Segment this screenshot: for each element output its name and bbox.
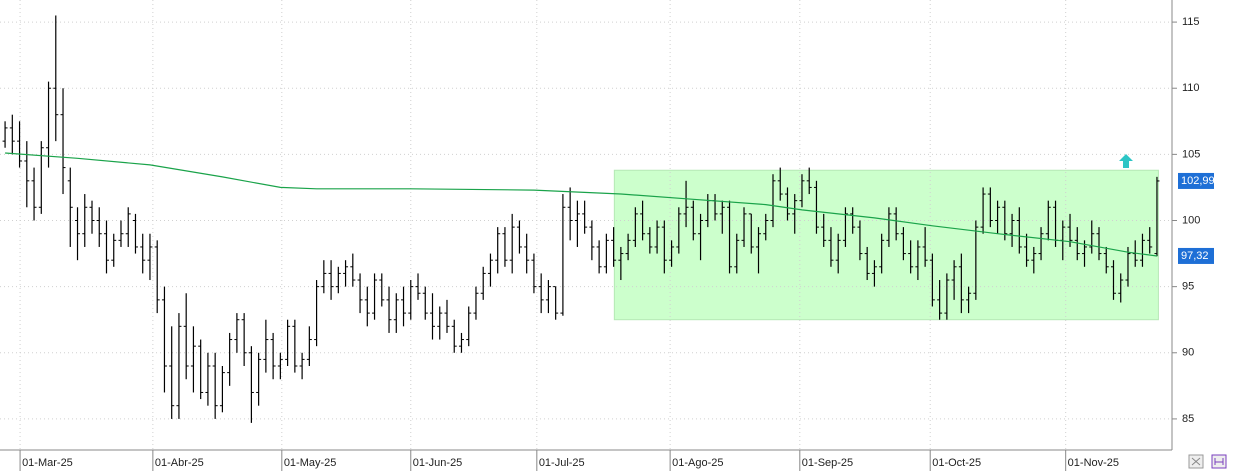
x-tick-label: 01-Jul-25 — [539, 457, 585, 469]
y-tick-label: 110 — [1182, 82, 1200, 94]
y-tick-label: 85 — [1182, 413, 1194, 425]
price-label: 97,32 — [1181, 250, 1209, 262]
x-tick-label: 01-Oct-25 — [932, 457, 981, 469]
moving-average-line — [5, 152, 1158, 257]
y-tick-label: 90 — [1182, 347, 1194, 359]
y-tick-label: 105 — [1182, 148, 1200, 160]
price-label-box — [1178, 172, 1214, 189]
background-layer — [613, 169, 1159, 321]
x-tick-label: 01-Ago-25 — [672, 457, 723, 469]
highlight-zone — [613, 169, 1159, 321]
x-tick-label: 01-Sep-25 — [802, 457, 853, 469]
x-tick-label: 01-Mar-25 — [22, 457, 73, 469]
signal-arrow — [1119, 154, 1133, 168]
marks-layer — [2, 15, 1160, 423]
zoom-icon — [1191, 457, 1201, 466]
x-tick-label: 01-Nov-25 — [1068, 457, 1119, 469]
save-icon — [1214, 458, 1224, 465]
y-tick-label: 100 — [1182, 214, 1200, 226]
y-tick-label: 95 — [1182, 281, 1194, 293]
x-tick-label: 01-Abr-25 — [155, 457, 204, 469]
price-label-box — [1178, 247, 1214, 264]
x-tick-label: 01-Jun-25 — [413, 457, 463, 469]
price-label: 102,99 — [1181, 175, 1215, 187]
x-tick-label: 01-May-25 — [284, 457, 337, 469]
y-tick-label: 115 — [1182, 16, 1200, 28]
